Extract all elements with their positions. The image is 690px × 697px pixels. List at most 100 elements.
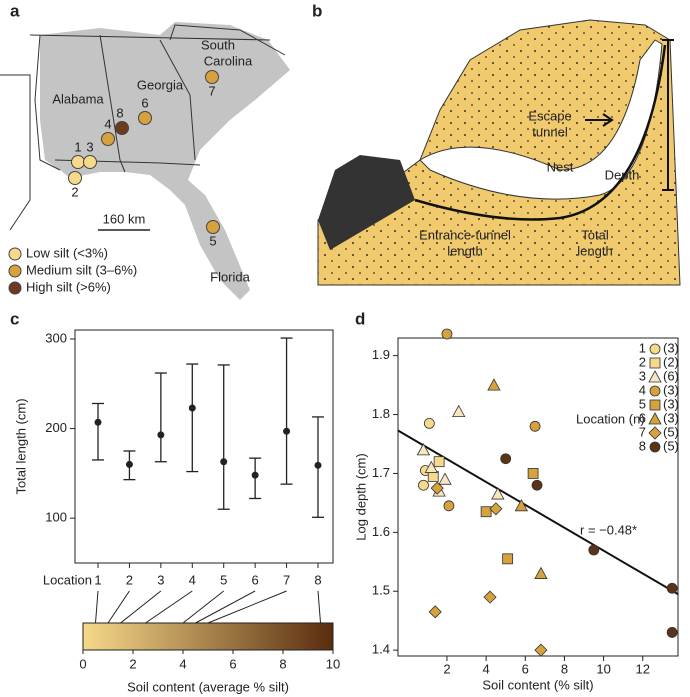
legend-number: 4	[639, 382, 646, 397]
legend-title: Location (n)	[576, 411, 645, 426]
legend-marker	[8, 247, 22, 261]
diagram-label: Depth	[605, 167, 640, 182]
site-marker	[115, 121, 129, 135]
colorbar-tick-label: 4	[179, 656, 186, 671]
colorbar-connector	[195, 590, 256, 624]
y-tick-label: 1.8	[372, 406, 390, 421]
y-tick-label: 1.4	[372, 642, 390, 657]
legend-marker	[8, 281, 22, 295]
colorbar-connector	[207, 590, 287, 624]
region-label: Georgia	[137, 77, 184, 92]
y-tick-label: 1.5	[372, 583, 390, 598]
legend-number: 3	[639, 368, 646, 383]
legend-marker	[648, 426, 662, 440]
legend-marker	[649, 399, 661, 411]
colorbar-connector	[95, 590, 99, 624]
point	[443, 500, 455, 512]
point	[529, 420, 541, 432]
point	[514, 498, 529, 512]
site-label: 1	[74, 139, 81, 154]
y-tick-label: 100	[45, 510, 67, 525]
legend-n: (3)	[663, 410, 679, 425]
point	[438, 472, 452, 485]
colorbar-connector	[107, 590, 130, 624]
mean-point	[188, 404, 196, 412]
x-tick-label: 5	[220, 572, 227, 587]
legend-n: (2)	[663, 354, 679, 369]
site-label: 8	[116, 105, 123, 120]
point	[491, 487, 505, 500]
mean-point	[157, 431, 165, 439]
colorbar-tick-label: 10	[326, 656, 340, 671]
scale-label: 160 km	[103, 211, 146, 226]
point	[423, 417, 435, 429]
mean-point	[220, 458, 228, 466]
legend-n: (3)	[663, 382, 679, 397]
site-marker	[206, 220, 220, 234]
legend-n: (6)	[663, 368, 679, 383]
legend-number: 2	[639, 354, 646, 369]
site-marker	[138, 111, 152, 125]
diagram-label: Total	[581, 227, 609, 242]
panel-label: c	[10, 309, 19, 328]
site-label: 4	[104, 116, 111, 131]
x-tick-label: 6	[522, 661, 529, 676]
plot-frame	[74, 329, 334, 564]
colorbar-label: Soil content (average % silt)	[127, 679, 289, 694]
region-label: South	[201, 37, 235, 52]
colorbar-connector	[145, 590, 193, 624]
x-tick-label: 2	[443, 661, 450, 676]
point	[418, 479, 429, 491]
point	[666, 627, 678, 638]
x-tick-label: 7	[283, 572, 290, 587]
point	[430, 481, 444, 495]
site-label: 7	[208, 83, 215, 98]
legend-n: (5)	[663, 438, 679, 453]
colorbar-tick-label: 2	[129, 656, 136, 671]
colorbar-tick-label: 0	[79, 656, 86, 671]
site-label: 5	[209, 233, 216, 248]
x-tick-label: 10	[596, 661, 610, 676]
y-tick-label: 1.9	[372, 347, 390, 362]
site-marker	[83, 155, 97, 169]
x-tick-label: 3	[157, 572, 164, 587]
point	[489, 502, 503, 516]
site-label: 2	[71, 184, 78, 199]
panel-label: b	[312, 1, 322, 20]
site-label: 3	[86, 139, 93, 154]
colorbar-connector	[317, 590, 321, 624]
point	[433, 456, 445, 468]
point	[588, 544, 600, 556]
point	[666, 582, 678, 594]
legend-n: (3)	[663, 396, 679, 411]
legend-label: Medium silt (3–6%)	[26, 262, 137, 277]
x-tick-label: 12	[636, 661, 650, 676]
point	[534, 643, 548, 657]
legend-number: 6	[639, 410, 646, 425]
y-tick-label: 1.7	[372, 465, 390, 480]
point	[487, 378, 501, 391]
x-axis-label: Soil content (% silt)	[482, 677, 593, 692]
mean-point	[314, 461, 322, 469]
sites: 1 2 34 5 6 7 8	[68, 70, 220, 248]
site-marker	[68, 171, 82, 185]
point	[483, 590, 497, 604]
plot-frame	[397, 337, 679, 657]
region-label: Carolina	[204, 53, 253, 68]
colorbar	[82, 622, 334, 651]
point	[500, 453, 512, 465]
legend-n: (5)	[663, 424, 679, 439]
x-tick-label: 8	[314, 572, 321, 587]
panel-label: d	[355, 309, 365, 328]
legend-marker	[649, 441, 661, 453]
legend-label: Low silt (<3%)	[26, 245, 108, 260]
colorbar-connector	[120, 590, 162, 624]
region-label: Florida	[210, 269, 251, 284]
regression-line	[397, 429, 679, 596]
point	[452, 404, 466, 418]
x-axis-label: Location	[43, 572, 92, 587]
legend-number: 5	[639, 396, 646, 411]
legend-marker	[649, 343, 661, 355]
y-axis-label: Total length (cm)	[13, 398, 28, 494]
